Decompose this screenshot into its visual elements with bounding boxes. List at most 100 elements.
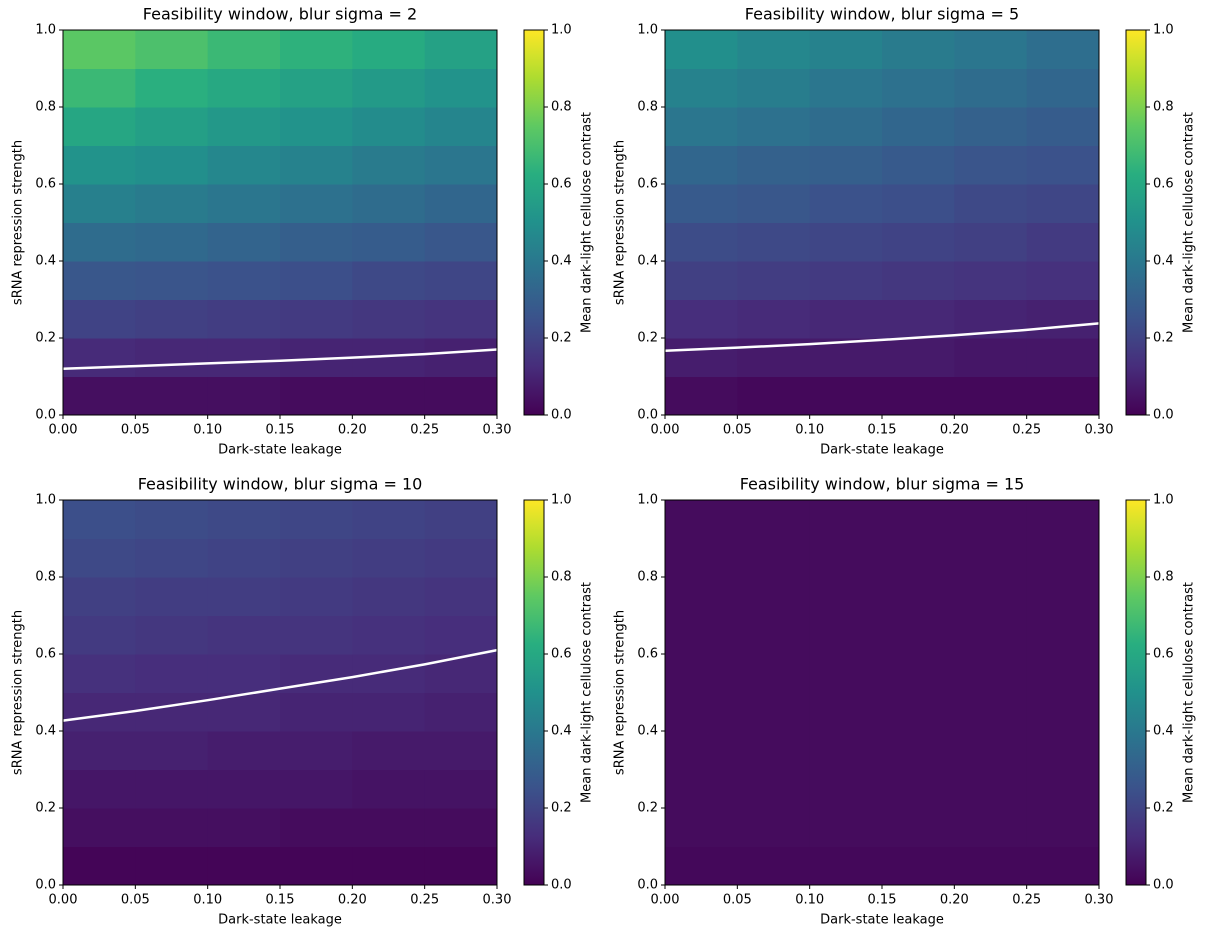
x-tick-label: 0.00 [651, 423, 680, 438]
colorbar-tick-label: 0.6 [551, 177, 572, 192]
x-tick-label: 0.20 [338, 893, 367, 908]
heatmap-cell [207, 299, 281, 339]
heatmap-cell [954, 261, 1028, 300]
heatmap-cell [135, 222, 209, 262]
heatmap-cell [665, 68, 738, 108]
heatmap-cell [882, 577, 955, 616]
heatmap-cell [882, 538, 955, 578]
heatmap-cell [737, 692, 811, 732]
x-tick-label: 0.00 [49, 893, 78, 908]
colorbar-tick-label: 0.4 [551, 254, 572, 269]
heatmap-cell [280, 222, 353, 262]
heatmap-cell [809, 577, 883, 616]
heatmap-cell [63, 222, 136, 262]
heatmap-cell [424, 731, 498, 770]
chart-title: Feasibility window, blur sigma = 10 [138, 475, 423, 494]
heatmap-cell [665, 615, 738, 655]
heatmap-cell [424, 107, 498, 146]
heatmap-cell [207, 538, 281, 578]
colorbar-label: Mean dark-light cellulose contrast [580, 582, 595, 803]
heatmap-cell [63, 299, 136, 339]
heatmap-cell [63, 261, 136, 300]
heatmap-cell [954, 731, 1028, 770]
heatmap-cell [424, 338, 498, 377]
colorbar-tick-label: 0.2 [551, 801, 572, 816]
heatmap-cell [63, 538, 136, 578]
heatmap-cell [809, 769, 883, 809]
heatmap-cell [280, 145, 353, 185]
heatmap-cell [882, 654, 955, 693]
heatmap-cell [737, 846, 811, 886]
heatmap-cell [207, 654, 281, 693]
colorbar [1125, 29, 1147, 416]
heatmap-cell [737, 30, 811, 69]
x-axis-label: Dark-state leakage [820, 913, 944, 928]
heatmap-cell [280, 68, 353, 108]
heatmap-cell [352, 184, 426, 223]
heatmap-cell [882, 615, 955, 655]
heatmap-cell [954, 107, 1028, 146]
heatmap-cell [737, 145, 811, 185]
heatmap-cell [954, 538, 1028, 578]
heatmap-cell [352, 731, 426, 770]
heatmap-cell [809, 500, 883, 539]
heatmap-cell [352, 107, 426, 146]
y-tick-label: 0.8 [35, 570, 56, 585]
y-axis-label: sRNA repression strength [613, 610, 628, 775]
x-tick-label: 0.15 [868, 893, 897, 908]
heatmap-cell [63, 731, 136, 770]
heatmap-cell [207, 30, 281, 69]
heatmap-cell [63, 577, 136, 616]
heatmap-cell [63, 107, 136, 146]
heatmap-cell [737, 184, 811, 223]
heatmap-cell [809, 692, 883, 732]
heatmap-cell [280, 808, 353, 847]
heatmap-cell [809, 68, 883, 108]
heatmap-cell [665, 30, 738, 69]
colorbar-tick-label: 1.0 [551, 23, 572, 38]
y-axis-label: sRNA repression strength [11, 140, 26, 305]
x-tick-label: 0.20 [940, 423, 969, 438]
heatmap-cell [63, 769, 136, 809]
heatmap-cell [352, 615, 426, 655]
heatmap-cell [63, 184, 136, 223]
heatmap-cell [737, 615, 811, 655]
colorbar-tick-label: 0.0 [551, 408, 572, 423]
heatmap-cell [809, 261, 883, 300]
y-axis-label: sRNA repression strength [11, 610, 26, 775]
x-tick-label: 0.10 [795, 423, 824, 438]
heatmap-cell [882, 808, 955, 847]
heatmap-cell [1026, 615, 1100, 655]
colorbar-tick-label: 0.6 [551, 647, 572, 662]
heatmap-cell [737, 500, 811, 539]
heatmap-cell [424, 577, 498, 616]
heatmap-cell [352, 261, 426, 300]
heatmap-cell [280, 184, 353, 223]
heatmap-cell [882, 261, 955, 300]
heatmap-cell [135, 769, 209, 809]
heatmap-cell [207, 769, 281, 809]
heatmap-cell [135, 30, 209, 69]
colorbar-tick-label: 1.0 [1153, 23, 1174, 38]
colorbar-tick-label: 1.0 [551, 493, 572, 508]
heatmap-cell [809, 808, 883, 847]
heatmap-cell [207, 731, 281, 770]
heatmap-cell [665, 145, 738, 185]
y-tick-label: 0.0 [35, 878, 56, 893]
heatmap-cell [665, 184, 738, 223]
heatmap-cell [280, 769, 353, 809]
heatmap-cell [207, 808, 281, 847]
heatmap-cell [1026, 299, 1100, 339]
x-tick-label: 0.10 [795, 893, 824, 908]
colorbar-label: Mean dark-light cellulose contrast [1182, 112, 1197, 333]
y-tick-label: 0.4 [35, 724, 56, 739]
x-tick-label: 0.05 [121, 423, 150, 438]
y-tick-label: 0.8 [35, 100, 56, 115]
heatmap-cell [809, 184, 883, 223]
heatmap-cell [63, 615, 136, 655]
heatmap-cell [882, 299, 955, 339]
colorbar-tick-label: 0.8 [1153, 570, 1174, 585]
colorbar-tick-label: 0.0 [1153, 408, 1174, 423]
heatmap-cell [1026, 261, 1100, 300]
heatmap-cell [135, 615, 209, 655]
